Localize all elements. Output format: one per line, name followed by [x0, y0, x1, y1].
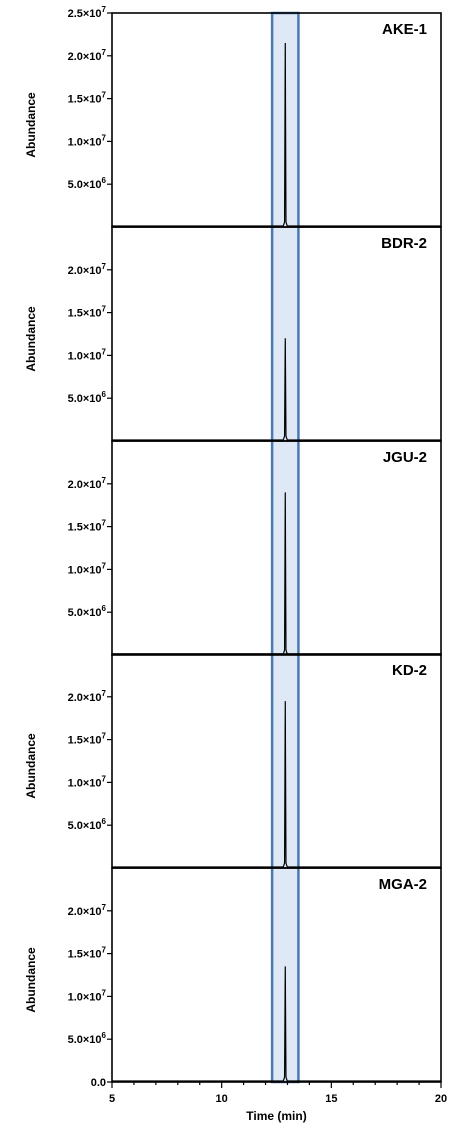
y-tick-label: 2.0×107: [68, 48, 107, 63]
y-tick-label: 1.0×107: [68, 133, 107, 148]
x-axis: 5 10 15 20 Time (min): [109, 1082, 447, 1123]
y-axis-title: Abundance: [24, 306, 38, 372]
y-tick-label: 5.0×106: [68, 176, 107, 191]
panel-frame: [111, 867, 442, 1083]
y-tick-label: 5.0×106: [68, 604, 107, 619]
panel-kd-2: KD-2 2.0×107 1.5×107 1.0×107 5.0×106 Abundanc…: [24, 653, 442, 869]
y-tick-label: 1.5×107: [68, 91, 107, 106]
y-tick-label: 2.0×107: [68, 689, 107, 704]
chromatogram-trace: [112, 701, 441, 868]
y-tick-label: 2.0×107: [68, 903, 107, 918]
panel-title: BDR-2: [381, 235, 427, 252]
y-tick-label: 1.0×107: [68, 988, 107, 1003]
y-axis-title: Abundance: [24, 947, 38, 1013]
y-axis-title: Abundance: [24, 733, 38, 799]
y-tick-label: 1.5×107: [68, 305, 107, 320]
x-tick-label: 10: [216, 1093, 228, 1105]
y-tick-label: 5.0×106: [68, 817, 107, 832]
panel-title: MGA-2: [379, 876, 427, 893]
y-tick-label: 1.5×107: [68, 946, 107, 961]
y-tick-label: 5.0×106: [68, 1031, 107, 1046]
y-tick-label: 2.0×107: [68, 476, 107, 491]
panel-title: AKE-1: [382, 21, 427, 38]
y-tick-label: 1.0×107: [68, 347, 107, 362]
panel-ake-1: AKE-1 2.5×107 2.0×107 1.5×107 1.0×107 5.0×106…: [24, 5, 442, 228]
y-tick-label: 0.0: [91, 1077, 106, 1089]
x-axis-title: Time (min): [246, 1109, 306, 1123]
x-tick-label: 15: [325, 1093, 337, 1105]
x-tick-label: 5: [109, 1093, 115, 1105]
panel-frame: [111, 440, 442, 656]
panel-title: JGU-2: [383, 449, 427, 466]
y-axis-title: Abundance: [24, 92, 38, 158]
y-tick-label: 1.5×107: [68, 519, 107, 534]
panel-jgu-2: JGU-2 2.0×107 1.5×107 1.0×107 5.0×106: [68, 440, 442, 656]
y-tick-label: 1.5×107: [68, 732, 107, 747]
panel-title: KD-2: [392, 662, 427, 679]
y-tick-label: 5.0×106: [68, 390, 107, 405]
chromatogram-trace: [112, 338, 441, 441]
chromatogram-trace: [112, 42, 441, 227]
panel-mga-2: MGA-2 2.0×107 1.5×107 1.0×107 5.0×106 0.0 Abun…: [24, 867, 442, 1089]
panel-bdr-2: BDR-2 2.0×107 1.5×107 1.0×107 5.0×106 Abundan…: [24, 226, 442, 442]
y-tick-label: 1.0×107: [68, 774, 107, 789]
panels-layer: AKE-1 2.5×107 2.0×107 1.5×107 1.0×107 5.0×106…: [24, 5, 442, 1089]
chromatogram-trace: [112, 966, 441, 1082]
x-tick-label: 20: [435, 1093, 447, 1105]
y-tick-label: 1.0×107: [68, 561, 107, 576]
y-tick-label: 2.5×107: [68, 5, 107, 20]
y-tick-label: 2.0×107: [68, 262, 107, 277]
